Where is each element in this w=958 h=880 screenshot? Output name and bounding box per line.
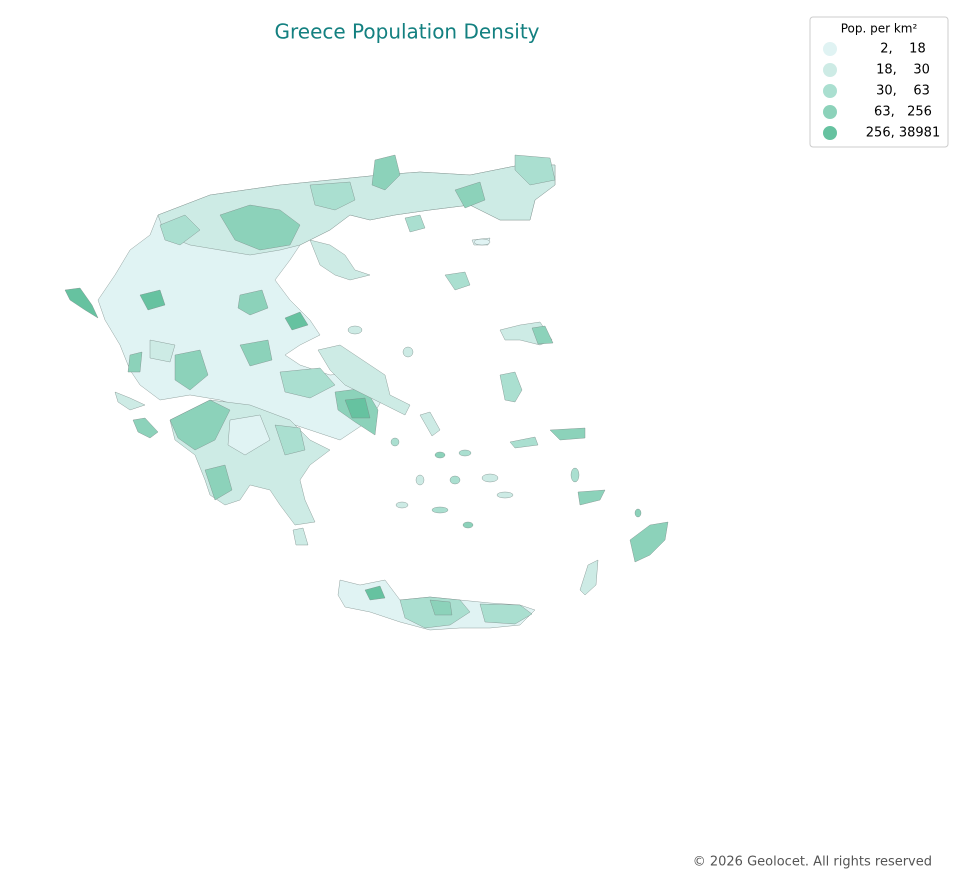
region [204,464,233,501]
island [390,437,400,447]
footer: © 2026 Geolocet. All rights reserved [693,855,932,870]
island [64,287,99,319]
island [481,473,499,483]
island [462,521,474,529]
island [577,489,606,506]
island [132,417,159,439]
island [629,521,669,563]
island [415,474,425,486]
legend-label: 2, 18 [880,42,925,57]
region [279,367,336,399]
legend-label: 256, 38981 [866,126,940,141]
legend-swatch [823,126,837,140]
island [531,325,554,345]
island [419,411,441,437]
region [139,289,166,311]
island [402,346,414,358]
region [364,585,386,601]
island [395,501,409,509]
island [404,214,426,233]
legend-title: Pop. per km² [841,22,918,36]
island [496,491,514,499]
island [431,506,449,514]
island [634,508,642,518]
legend-swatch [823,42,837,56]
legend-box [809,16,949,148]
legend-label: 63, 256 [874,105,932,120]
region [514,154,556,186]
island [449,475,461,485]
region [159,214,201,246]
legend-items: 2, 18 18, 30 30, 63 63, 256 256, 38981 [823,42,940,141]
legend: Pop. per km² 2, 18 18, 30 30, 63 63, 256 256… [809,16,949,148]
region [149,339,176,363]
island [499,371,523,403]
island [434,451,446,459]
region [371,154,401,191]
island [473,238,491,246]
island [549,427,586,441]
region [479,603,533,625]
region [344,397,371,419]
map-title: Greece Population Density [274,20,539,44]
island [292,527,309,546]
region [429,599,453,616]
legend-label: 18, 30 [876,63,930,78]
island [570,467,580,483]
island [444,271,471,291]
region [454,181,486,209]
legend-swatch [823,105,837,119]
island [114,391,146,411]
island [509,436,539,449]
region [284,311,309,331]
island [347,325,363,335]
region [227,414,271,456]
region [157,164,556,256]
region [237,289,269,316]
region [317,344,411,416]
region [239,339,273,367]
region [274,424,306,456]
region [127,351,143,373]
legend-label: 30, 63 [876,84,930,99]
region [174,349,209,391]
island [458,449,472,457]
region [309,181,356,211]
island [579,559,599,596]
region [169,399,231,451]
legend-swatch [823,84,837,98]
region [219,204,301,251]
region [309,239,371,281]
regions [64,154,669,631]
legend-swatch [823,63,837,77]
